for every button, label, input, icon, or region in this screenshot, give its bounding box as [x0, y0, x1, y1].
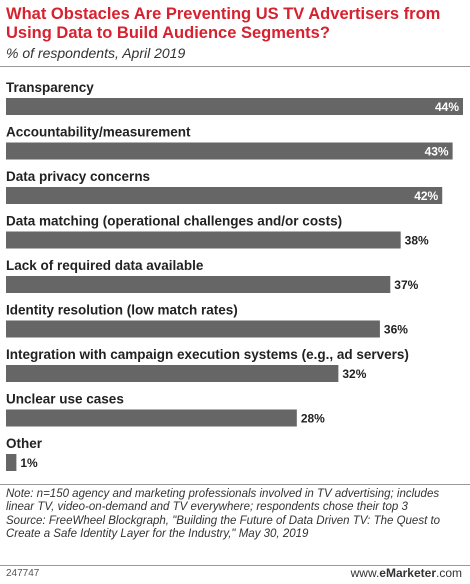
- brand-suffix: .com: [435, 566, 462, 580]
- bottom-divider: [0, 484, 470, 485]
- bar: [6, 98, 463, 115]
- category-label: Lack of required data available: [6, 258, 204, 273]
- bar: [6, 187, 443, 204]
- chart-title: What Obstacles Are Preventing US TV Adve…: [6, 5, 441, 42]
- bar-chart: Transparency 44% Accountability/measuremen…: [6, 80, 463, 471]
- category-label: Identity resolution (low match rates): [6, 303, 238, 318]
- brand-logo[interactable]: www.eMarketer.com: [351, 566, 462, 580]
- value-label: 32%: [342, 367, 366, 381]
- category-label: Other: [6, 436, 43, 451]
- brand-name: eMarketer: [379, 566, 436, 580]
- bar: [6, 276, 391, 293]
- value-label: 42%: [414, 189, 438, 203]
- bar: [6, 142, 453, 160]
- bar: [6, 409, 297, 427]
- value-label: 43%: [425, 145, 449, 159]
- category-label: Integration with campaign execution syst…: [6, 347, 409, 362]
- category-label: Data privacy concerns: [6, 169, 150, 184]
- footer-divider: [0, 565, 470, 566]
- bar: [6, 365, 339, 382]
- top-divider: [0, 66, 470, 67]
- category-label: Unclear use cases: [6, 392, 124, 407]
- bar: [6, 231, 401, 249]
- value-label: 38%: [405, 234, 429, 248]
- value-label: 37%: [394, 278, 418, 292]
- source-text: Source: FreeWheel Blockgraph, "Building …: [6, 514, 441, 541]
- category-label: Transparency: [6, 80, 94, 95]
- value-label: 1%: [20, 456, 38, 470]
- footnote: Note: n=150 agency and marketing profess…: [6, 488, 466, 542]
- value-label: 44%: [435, 100, 459, 114]
- value-label: 36%: [384, 323, 408, 337]
- brand-prefix: www.: [350, 566, 380, 580]
- category-label: Data matching (operational challenges an…: [6, 214, 342, 229]
- value-label: 28%: [301, 412, 325, 426]
- chart-id: 247747: [6, 568, 40, 579]
- chart-subtitle: % of respondents, April 2019: [6, 45, 186, 61]
- bar: [6, 320, 380, 338]
- note-text: Note: n=150 agency and marketing profess…: [6, 488, 440, 514]
- category-label: Accountability/measurement: [6, 125, 191, 140]
- bar: [6, 454, 17, 471]
